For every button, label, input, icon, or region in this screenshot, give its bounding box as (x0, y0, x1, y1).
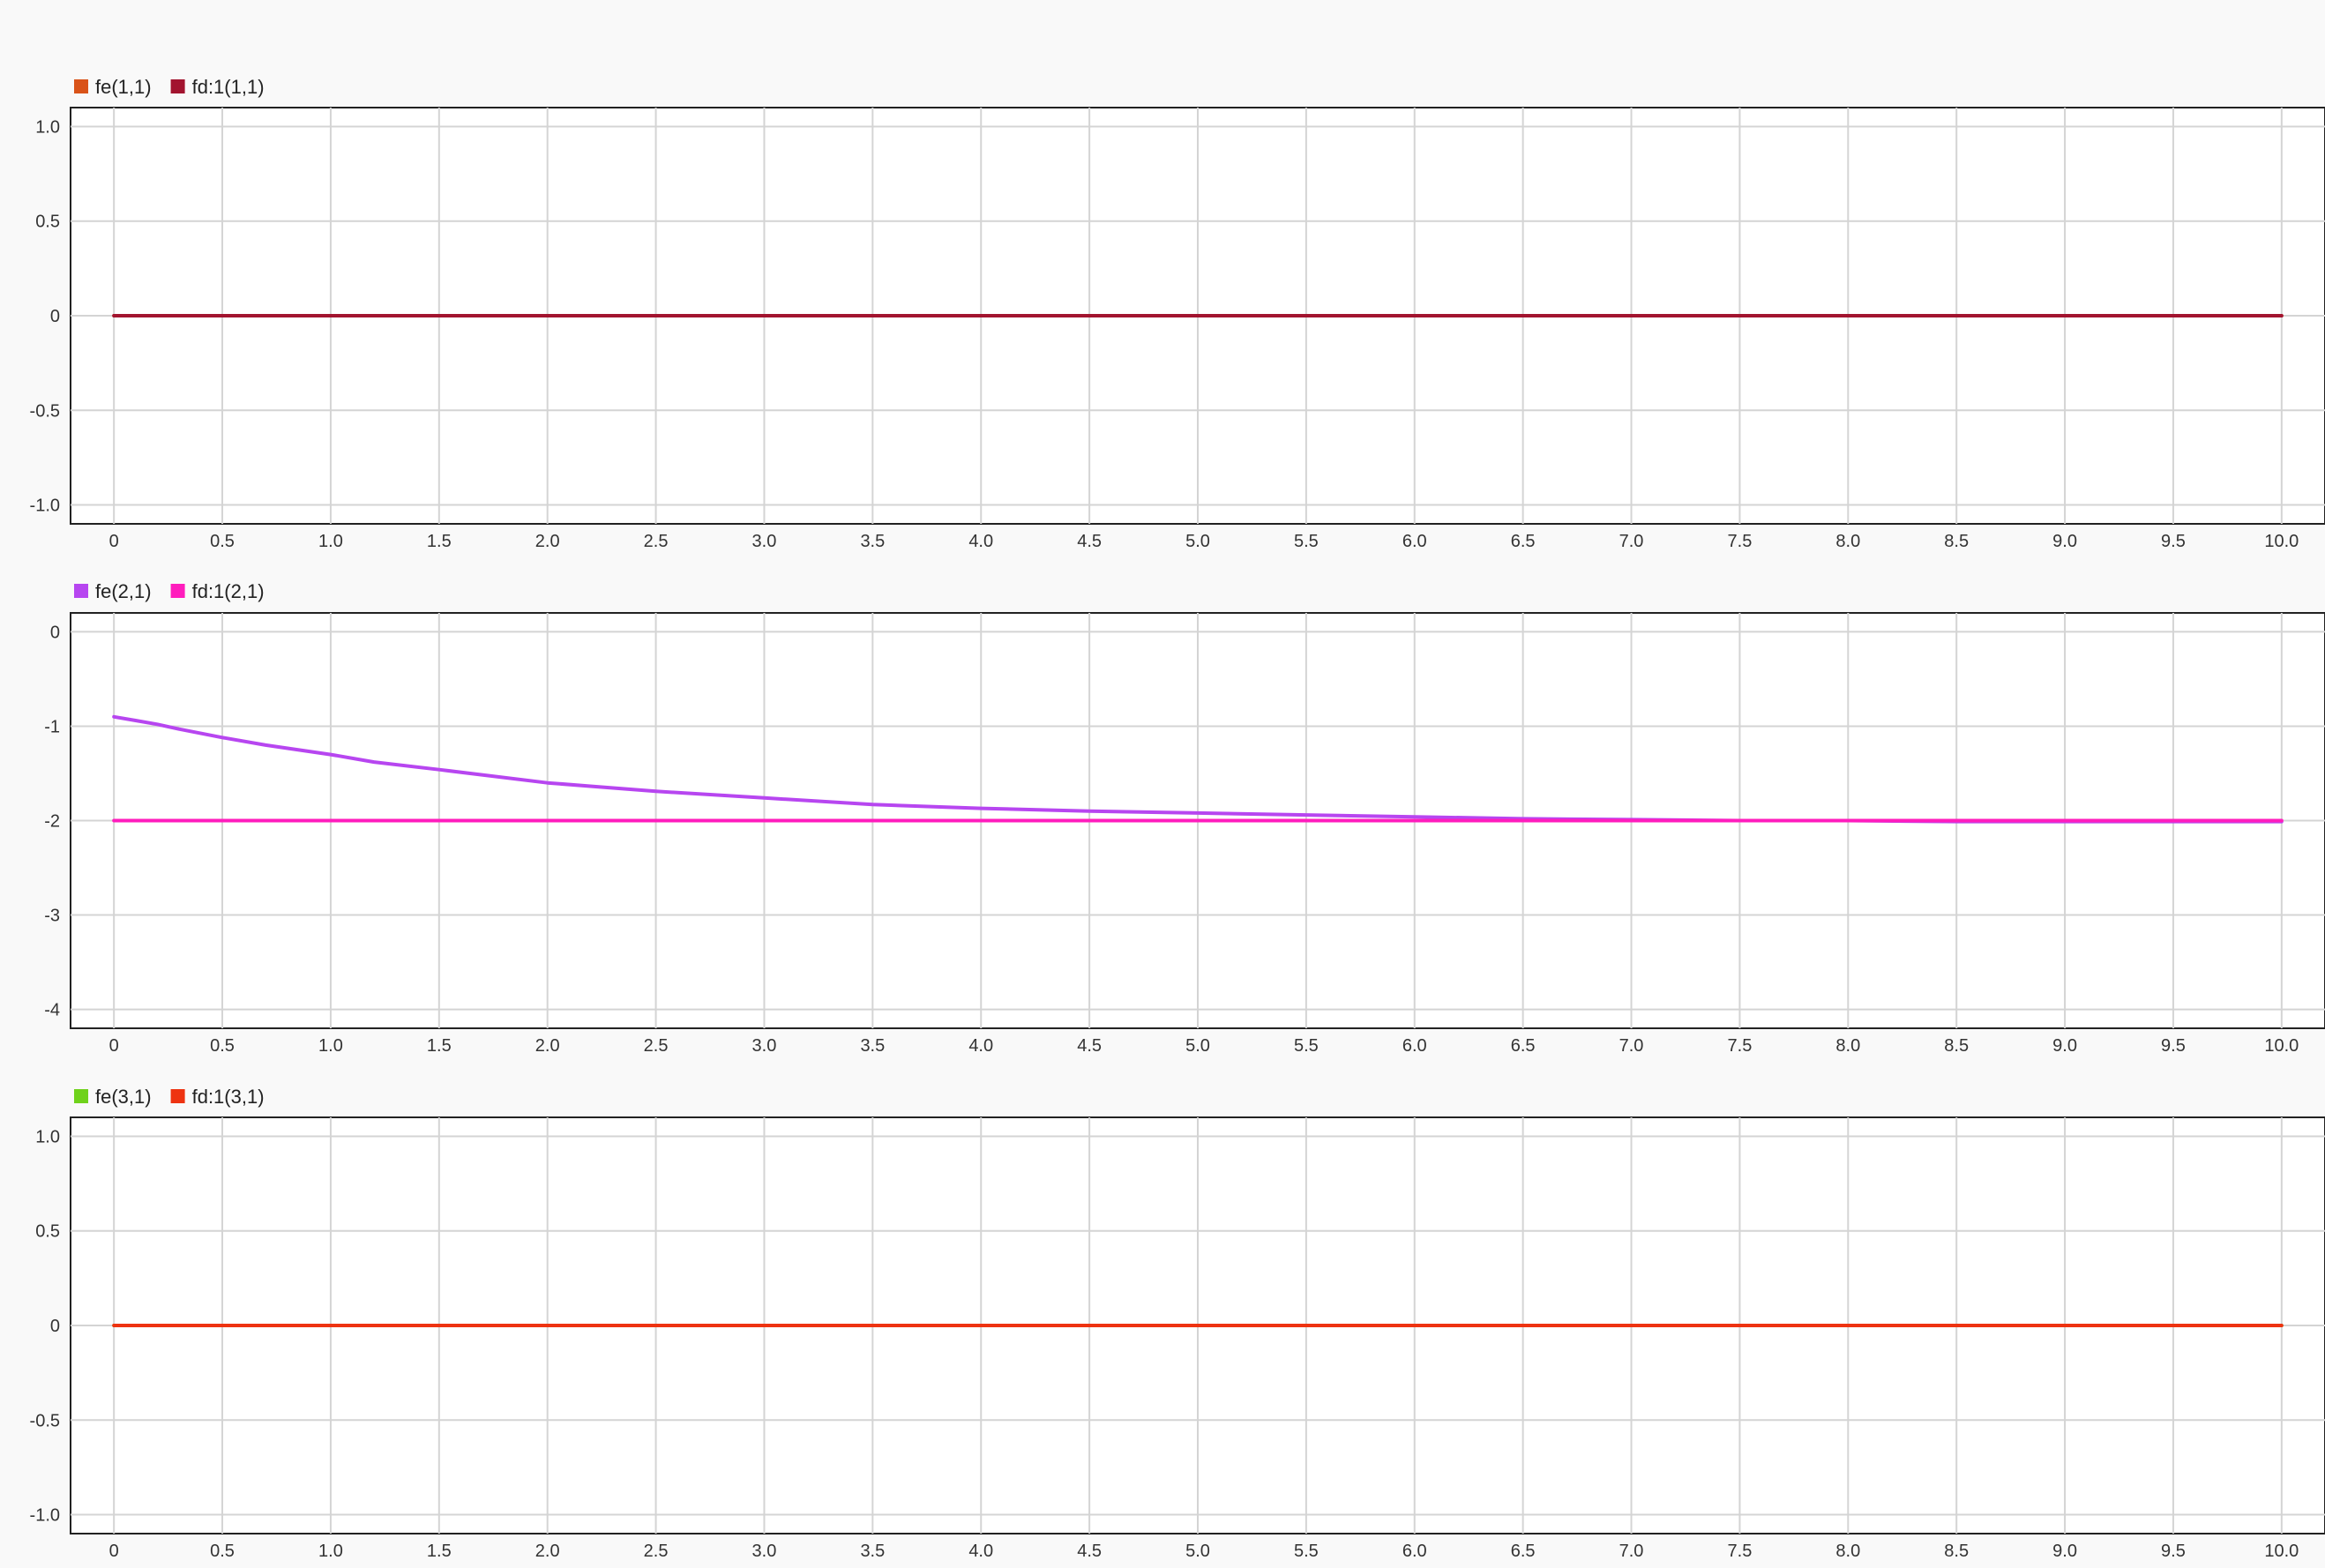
x-tick-label: 0.5 (210, 532, 235, 551)
x-tick-label: 5.5 (1294, 532, 1319, 551)
x-tick-label: 3.0 (752, 1036, 777, 1056)
x-tick-label: 0 (109, 1036, 119, 1056)
x-tick-label: 2.0 (535, 1542, 560, 1561)
legend-label: fd:1(3,1) (192, 1086, 265, 1108)
legend-swatch (74, 79, 88, 93)
x-tick-label: 5.5 (1294, 1036, 1319, 1056)
x-tick-label: 2.5 (644, 1542, 669, 1561)
x-tick-label: 8.5 (1944, 532, 1969, 551)
x-tick-label: 3.5 (860, 1542, 885, 1561)
x-tick-label: 9.5 (2161, 1542, 2186, 1561)
y-tick-label: 0 (50, 307, 60, 326)
x-tick-label: 0 (109, 1542, 119, 1561)
legend-label: fe(3,1) (95, 1086, 152, 1108)
x-tick-label: 9.0 (2052, 1036, 2077, 1056)
x-tick-label: 4.5 (1077, 532, 1102, 551)
y-tick-label: -3 (44, 907, 60, 926)
x-tick-label: 6.0 (1402, 532, 1427, 551)
x-tick-label: 9.5 (2161, 532, 2186, 551)
y-tick-label: 0 (50, 623, 60, 642)
legend-swatch (170, 1089, 185, 1103)
x-tick-label: 6.5 (1511, 1542, 1536, 1561)
y-tick-label: -0.5 (30, 401, 60, 421)
x-tick-label: 8.5 (1944, 1036, 1969, 1056)
y-tick-label: -4 (44, 1001, 60, 1020)
x-tick-label: 1.5 (427, 532, 452, 551)
legend-swatch (170, 584, 185, 598)
x-tick-label: 9.0 (2052, 1542, 2077, 1561)
x-tick-label: 1.0 (318, 1542, 343, 1561)
x-tick-label: 2.5 (644, 532, 669, 551)
y-tick-label: -1.0 (30, 497, 60, 516)
y-tick-label: 0.5 (35, 213, 60, 232)
x-tick-label: 7.0 (1619, 532, 1644, 551)
x-tick-label: 6.5 (1511, 532, 1536, 551)
x-tick-label: 8.0 (1835, 1542, 1860, 1561)
x-tick-label: 6.5 (1511, 1036, 1536, 1056)
x-tick-label: 5.0 (1185, 1542, 1210, 1561)
x-tick-label: 10.0 (2264, 532, 2299, 551)
x-tick-label: 5.0 (1185, 532, 1210, 551)
x-tick-label: 6.0 (1402, 1036, 1427, 1056)
x-tick-label: 3.0 (752, 532, 777, 551)
x-tick-label: 1.5 (427, 1036, 452, 1056)
legend-label: fd:1(1,1) (192, 76, 265, 98)
legend-label: fd:1(2,1) (192, 580, 265, 602)
x-tick-label: 8.5 (1944, 1542, 1969, 1561)
x-tick-label: 4.5 (1077, 1542, 1102, 1561)
x-tick-label: 7.5 (1728, 1036, 1753, 1056)
x-tick-label: 10.0 (2264, 1036, 2299, 1056)
x-tick-label: 8.0 (1835, 532, 1860, 551)
y-tick-label: -1 (44, 717, 60, 736)
y-tick-label: 1.0 (35, 117, 60, 137)
y-tick-label: 0 (50, 1317, 60, 1336)
x-tick-label: 3.0 (752, 1542, 777, 1561)
x-tick-label: 2.0 (535, 1036, 560, 1056)
y-tick-label: 0.5 (35, 1222, 60, 1242)
y-tick-label: -2 (44, 812, 60, 832)
legend-label: fe(2,1) (95, 580, 152, 602)
x-tick-label: 7.0 (1619, 1036, 1644, 1056)
legend-swatch (74, 1089, 88, 1103)
x-tick-label: 7.5 (1728, 1542, 1753, 1561)
x-tick-label: 7.5 (1728, 532, 1753, 551)
x-tick-label: 0.5 (210, 1542, 235, 1561)
x-tick-label: 1.0 (318, 1036, 343, 1056)
x-tick-label: 4.0 (968, 1036, 993, 1056)
x-tick-label: 4.0 (968, 1542, 993, 1561)
x-tick-label: 7.0 (1619, 1542, 1644, 1561)
x-tick-label: 3.5 (860, 1036, 885, 1056)
x-tick-label: 5.5 (1294, 1542, 1319, 1561)
x-tick-label: 6.0 (1402, 1542, 1427, 1561)
x-tick-label: 4.5 (1077, 1036, 1102, 1056)
x-tick-label: 9.0 (2052, 532, 2077, 551)
x-tick-label: 10.0 (2264, 1542, 2299, 1561)
x-tick-label: 8.0 (1835, 1036, 1860, 1056)
chart-panel-1: 0 0.5 1.0 1.5 2.0 2.5 3.0 3.5 4.0 4.5 5.0 5.5 6.0 6.5… (30, 76, 2325, 551)
x-tick-label: 0 (109, 532, 119, 551)
x-tick-label: 1.5 (427, 1542, 452, 1561)
chart-panel-3: 0 0.5 1.0 1.5 2.0 2.5 3.0 3.5 4.0 4.5 5.0 5.5 6.0 6.5… (30, 1086, 2325, 1561)
x-tick-label: 2.0 (535, 532, 560, 551)
x-tick-label: 3.5 (860, 532, 885, 551)
x-tick-label: 0.5 (210, 1036, 235, 1056)
y-tick-label: 1.0 (35, 1127, 60, 1146)
x-tick-label: 1.0 (318, 532, 343, 551)
x-tick-label: 9.5 (2161, 1036, 2186, 1056)
legend-swatch (170, 79, 185, 93)
x-tick-label: 5.0 (1185, 1036, 1210, 1056)
x-tick-label: 4.0 (968, 532, 993, 551)
legend-label: fe(1,1) (95, 76, 152, 98)
y-tick-label: -1.0 (30, 1506, 60, 1526)
x-tick-label: 2.5 (644, 1036, 669, 1056)
chart-panel-2: 0 0.5 1.0 1.5 2.0 2.5 3.0 3.5 4.0 4.5 5.0 5.5 6.0 6.5… (44, 580, 2325, 1056)
legend-swatch (74, 584, 88, 598)
y-tick-label: -0.5 (30, 1411, 60, 1430)
